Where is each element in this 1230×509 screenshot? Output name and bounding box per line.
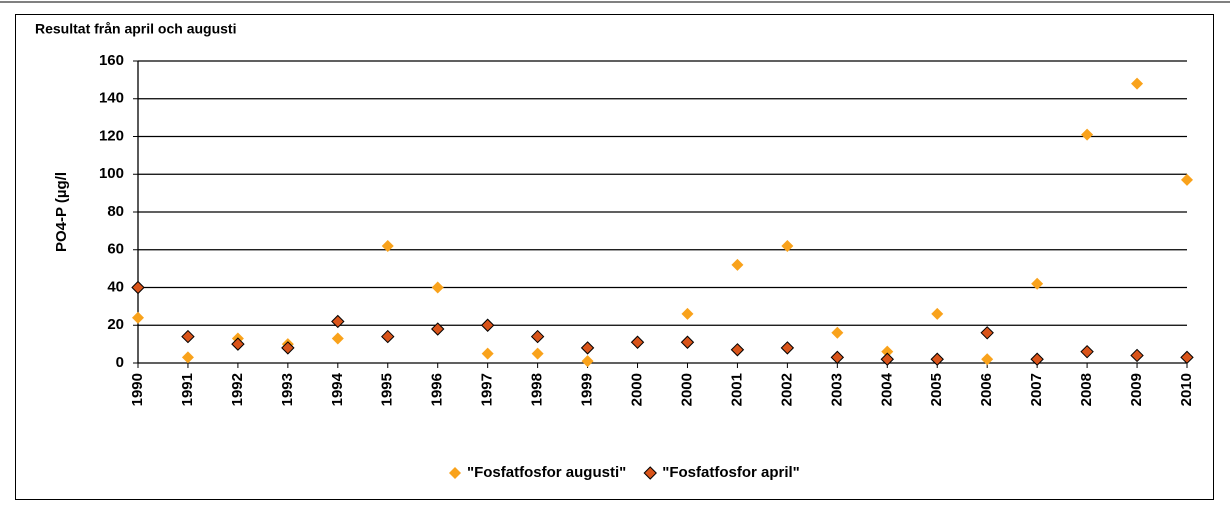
point [381,239,394,252]
point [1130,348,1144,363]
x-tick-label: 2009 [1128,373,1145,406]
x-tick-label: 2007 [1028,373,1045,406]
point [1181,173,1193,186]
x-tick-label: 1996 [429,373,446,406]
point [680,335,695,349]
point [331,314,345,329]
point [531,347,544,360]
point [580,341,595,355]
x-tick-label: 2002 [778,373,795,406]
point [1030,352,1044,366]
x-tick-label: 2003 [828,373,845,406]
x-tick-label: 2005 [928,373,945,406]
point [1080,344,1094,359]
point [881,345,894,358]
point [181,351,194,364]
point [781,239,794,252]
x-tick-label: 1991 [179,373,196,406]
point [331,332,344,345]
point [131,280,145,295]
y-tick-label: 20 [107,316,124,333]
point [181,329,195,344]
y-tick-label: 140 [99,90,124,107]
legend-marker [643,466,657,480]
x-tick-label: 2000 [678,373,695,406]
point [931,307,944,320]
x-tick-label: 1990 [129,373,146,406]
point [1131,77,1144,90]
x-tick-label: 1998 [529,373,546,406]
x-tick-label: 1995 [379,373,396,406]
point [1031,277,1044,290]
y-axis-label: PO4-P (µg/l [53,172,70,252]
point [231,337,245,351]
chart-title: Resultat från april och augusti [35,21,236,37]
x-tick-label: 2006 [978,373,995,406]
point [681,307,694,320]
y-tick-label: 100 [99,165,124,182]
y-tick-label: 0 [116,354,124,371]
point [830,350,845,365]
chart-frame [15,14,1214,500]
point [880,352,894,366]
point [831,326,844,339]
legend-label: "Fosfatfosfor april" [662,464,800,481]
point [581,355,594,368]
point [981,353,994,366]
x-tick-label: 2000 [628,373,645,406]
point [930,352,944,366]
point [431,281,444,294]
x-tick-label: 2001 [728,373,745,406]
x-tick-label: 2010 [1178,373,1195,406]
x-tick-label: 1994 [329,372,346,406]
x-tick-label: 1997 [479,373,496,406]
legend-label: "Fosfatfosfor augusti" [467,464,626,481]
point [630,335,645,349]
x-tick-label: 2008 [1078,373,1095,406]
point [731,258,744,271]
y-tick-label: 120 [99,127,124,144]
x-tick-label: 1992 [229,373,246,406]
point [980,326,994,340]
x-tick-label: 1993 [279,373,296,406]
point [1180,350,1194,365]
point [780,341,795,355]
point [431,322,445,336]
y-tick-label: 60 [107,241,124,258]
point [530,329,545,344]
point [132,311,144,324]
y-tick-label: 160 [99,52,124,69]
point [1081,128,1094,141]
point [481,347,494,360]
point [281,341,295,355]
point [730,343,745,357]
x-tick-label: 1999 [579,373,596,406]
y-tick-label: 40 [107,278,124,295]
legend-marker [449,467,461,479]
point [381,329,395,344]
y-tick-label: 80 [107,203,124,220]
point [480,318,495,332]
x-tick-label: 2004 [878,372,895,406]
